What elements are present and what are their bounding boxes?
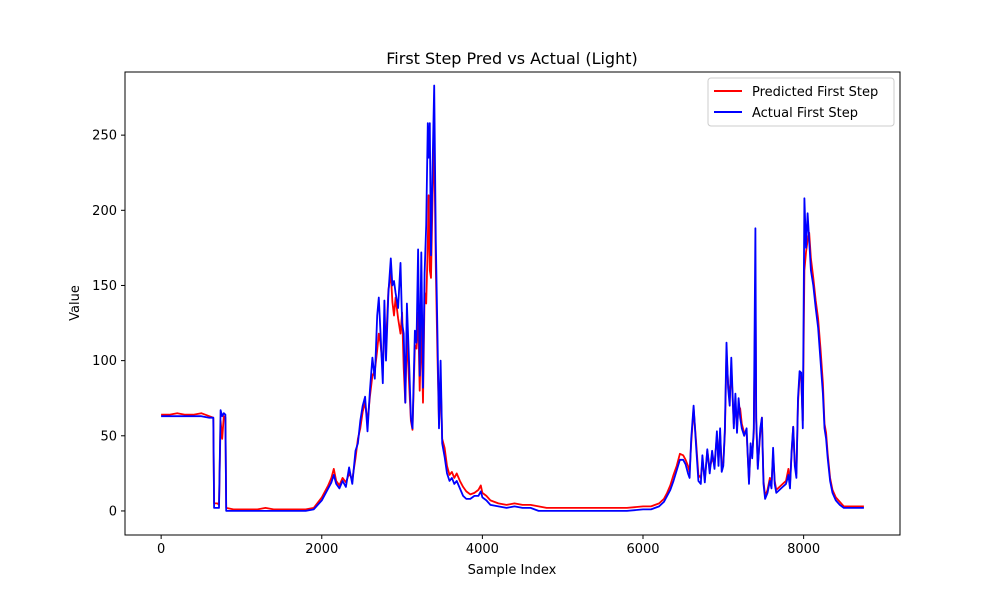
y-tick-label: 50: [100, 429, 117, 444]
legend: Predicted First Step Actual First Step: [707, 77, 895, 127]
y-tick-label: 0: [109, 504, 117, 519]
x-tick-label: 0: [157, 542, 165, 557]
x-tick-label: 4000: [466, 542, 499, 557]
x-axis: 0 2000 4000 6000 8000: [157, 535, 820, 557]
y-tick-label: 200: [92, 204, 117, 219]
series-layer: [161, 84, 864, 512]
y-axis-label: Value: [68, 285, 83, 321]
y-axis: 0 50 100 150 200 250: [92, 129, 125, 519]
x-tick-label: 2000: [305, 542, 338, 557]
axes-frame: [124, 71, 901, 536]
y-tick-label: 250: [92, 129, 117, 144]
legend-label-actual: Actual First Step: [752, 106, 858, 121]
chart-title: First Step Pred vs Actual (Light): [386, 49, 637, 68]
y-tick-label: 150: [92, 279, 117, 294]
x-axis-label: Sample Index: [468, 563, 557, 578]
x-tick-label: 8000: [787, 542, 820, 557]
y-tick-label: 100: [92, 354, 117, 369]
legend-box: [707, 77, 895, 127]
series-line-actual: [161, 84, 864, 512]
plot-area: [124, 71, 901, 536]
legend-label-predicted: Predicted First Step: [752, 85, 878, 100]
x-tick-label: 6000: [626, 542, 659, 557]
